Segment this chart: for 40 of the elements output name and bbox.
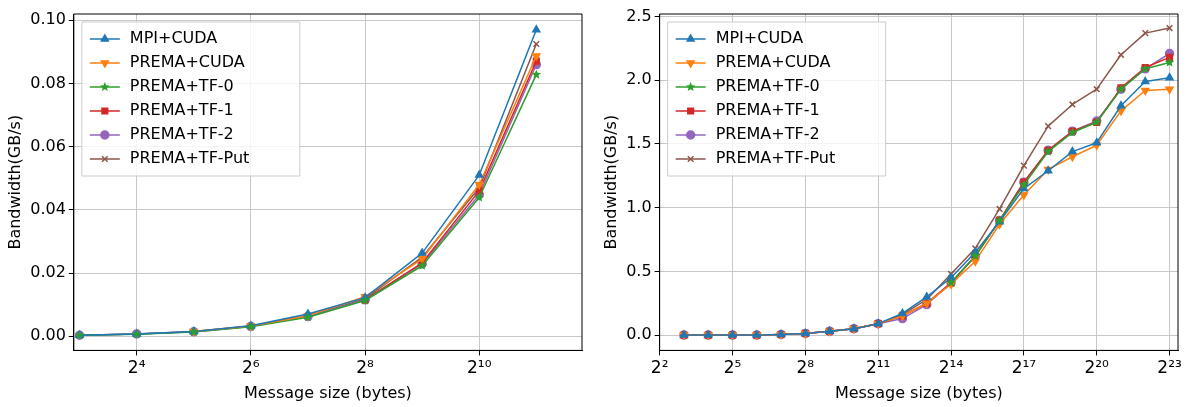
y-tick-label: 2.5 xyxy=(626,5,652,25)
x-tick-label: 2⁶ xyxy=(242,357,260,378)
legend-label: PREMA+CUDA xyxy=(129,52,245,72)
y-axis-title: Bandwidth(GB/s) xyxy=(4,114,24,250)
x-tick-label: 2¹¹ xyxy=(865,357,891,378)
legend-label: MPI+CUDA xyxy=(129,28,218,48)
legend-label: PREMA+TF-0 xyxy=(715,76,820,96)
x-tick-label: 2⁵ xyxy=(723,357,742,378)
legend-label: MPI+CUDA xyxy=(715,28,804,48)
legend-label: PREMA+TF-1 xyxy=(129,100,234,120)
x-tick-label: 2⁴ xyxy=(127,357,146,378)
y-tick-label: 1.0 xyxy=(626,196,652,216)
y-tick-label: 0.10 xyxy=(30,9,66,29)
y-tick-label: 2.0 xyxy=(626,69,652,89)
legend-label: PREMA+TF-2 xyxy=(129,124,234,144)
y-axis-title: Bandwidth(GB/s) xyxy=(600,114,620,250)
y-tick-label: 0.00 xyxy=(30,325,66,345)
x-tick-label: 2¹⁴ xyxy=(938,357,964,378)
legend-label: PREMA+TF-1 xyxy=(715,100,820,120)
y-tick-label: 0.02 xyxy=(30,262,66,282)
x-tick-label: 2²⁰ xyxy=(1084,357,1110,378)
x-tick-label: 2² xyxy=(650,357,669,378)
y-tick-label: 0.04 xyxy=(30,198,66,218)
y-tick-label: 0.0 xyxy=(626,324,652,344)
y-tick-label: 0.06 xyxy=(30,135,66,155)
x-tick-label: 2⁸ xyxy=(356,357,375,378)
legend-label: PREMA+TF-Put xyxy=(129,148,250,168)
y-tick-label: 0.08 xyxy=(30,72,66,92)
legend-label: PREMA+TF-0 xyxy=(129,76,234,96)
x-tick-label: 2¹⁰ xyxy=(467,357,492,378)
x-axis-title: Message size (bytes) xyxy=(243,382,412,402)
x-tick-label: 2¹⁷ xyxy=(1011,357,1037,378)
legend-label: PREMA+CUDA xyxy=(715,52,831,72)
x-tick-label: 2²³ xyxy=(1157,357,1182,378)
y-tick-label: 1.5 xyxy=(626,133,652,153)
legend-label: PREMA+TF-2 xyxy=(715,124,820,144)
x-tick-label: 2⁸ xyxy=(796,357,815,378)
y-tick-label: 0.5 xyxy=(626,260,652,280)
legend-label: PREMA+TF-Put xyxy=(715,148,836,168)
x-axis-title: Message size (bytes) xyxy=(834,382,1003,402)
